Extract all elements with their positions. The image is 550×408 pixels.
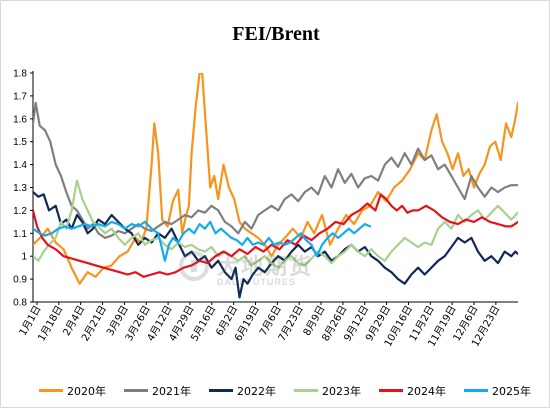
legend-label: 2020年: [67, 385, 106, 398]
legend-swatch: [294, 389, 318, 392]
y-tick-label: 1: [21, 252, 27, 263]
y-tick-label: 1.1: [13, 229, 27, 240]
legend-label: 2024年: [407, 385, 446, 398]
legend-label: 2021年: [152, 385, 191, 398]
legend-label: 2025年: [492, 385, 531, 398]
legend-swatch: [124, 389, 148, 392]
legend-swatch: [464, 389, 488, 392]
legend-label: 2023年: [322, 385, 361, 398]
series-line-2025年: [33, 220, 372, 262]
y-tick-label: 1.4: [13, 160, 27, 171]
y-tick-label: 1.2: [13, 206, 27, 217]
y-tick-label: 1.3: [13, 183, 27, 194]
series-line-2024年: [33, 193, 518, 278]
legend-label: 2022年: [237, 385, 276, 398]
legend-swatch: [379, 389, 403, 392]
y-tick-label: 1.7: [13, 91, 27, 102]
chart-title: FEI/Brent: [232, 23, 320, 45]
series-line-2022年: [33, 191, 518, 299]
y-tick-label: 1.8: [13, 69, 27, 80]
legend-swatch: [39, 389, 63, 392]
y-tick-label: 0.8: [13, 298, 27, 309]
y-tick-label: 1.5: [13, 137, 27, 148]
series-line-2023年: [33, 179, 518, 269]
y-tick-label: 1.6: [13, 114, 27, 125]
series-line-2020年: [33, 73, 518, 285]
legend-swatch: [209, 389, 233, 392]
series-line-2021年: [33, 101, 518, 239]
y-tick-label: 0.9: [13, 275, 27, 286]
